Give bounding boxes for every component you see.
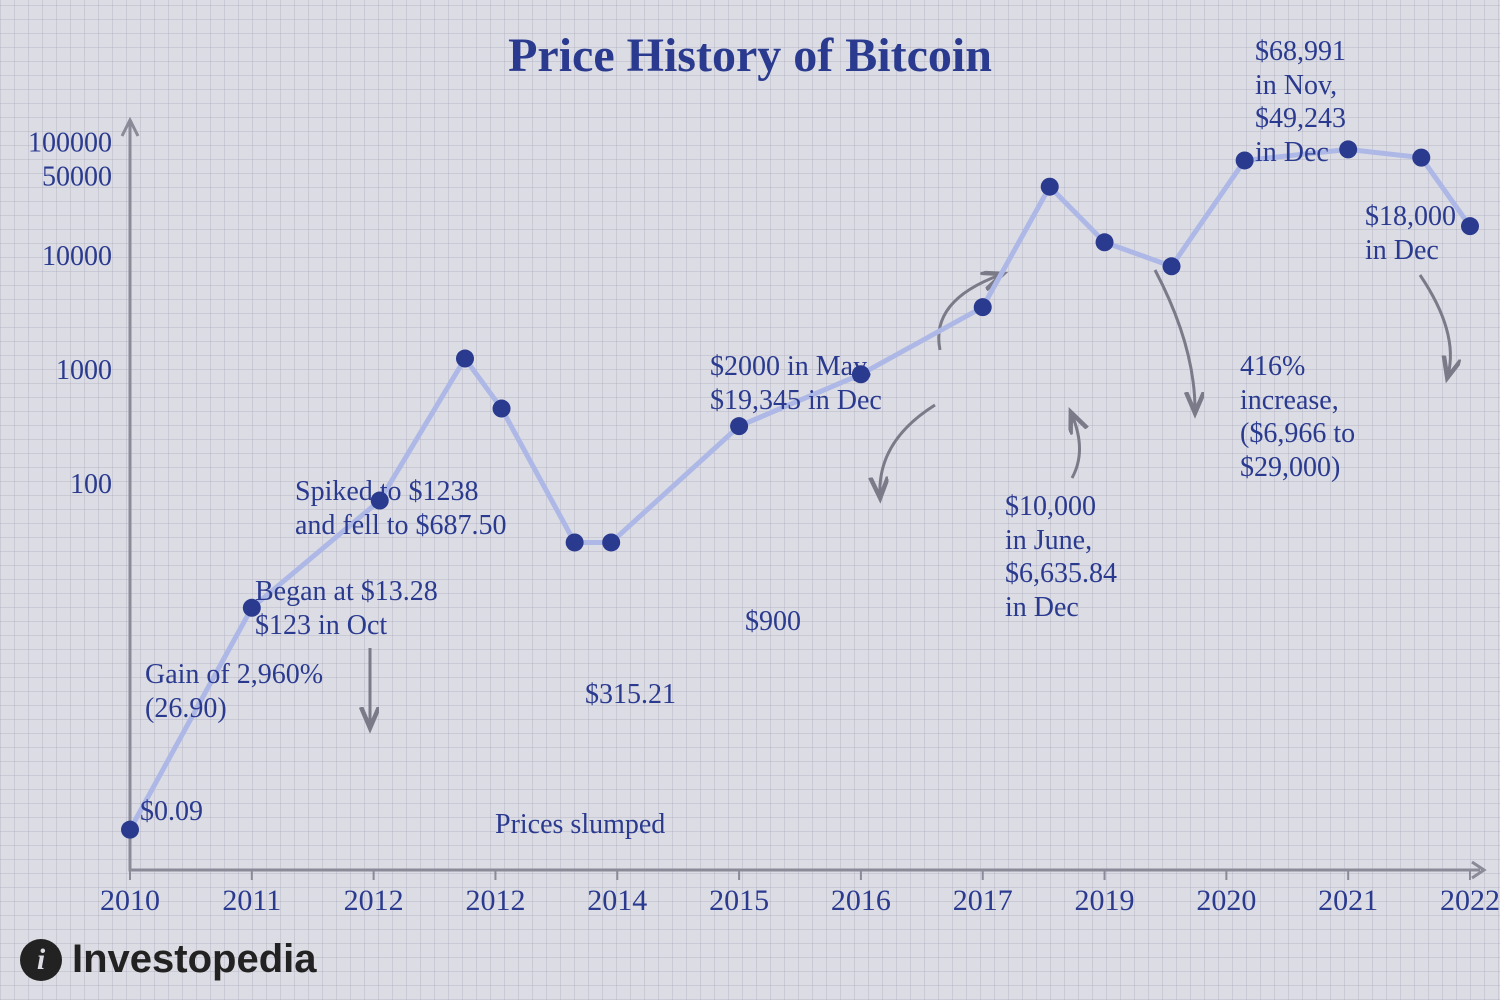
x-tick-label: 2019 [1075,884,1135,917]
investopedia-logo-icon: i [20,939,62,981]
annotation-arrow [1420,275,1450,375]
branding: i Investopedia [20,937,317,982]
chart-annotation: $2000 in May, $19,345 in Dec [710,350,882,417]
x-tick-label: 2017 [953,884,1013,917]
chart-annotation: Gain of 2,960% (26.90) [145,658,323,725]
x-tick-label: 2012 [465,884,525,917]
data-point-marker [1041,178,1059,196]
data-point-marker [730,417,748,435]
x-tick-label: 2015 [709,884,769,917]
x-tick-label: 2016 [831,884,891,917]
data-point-marker [121,821,139,839]
annotation-arrow [880,405,935,495]
branding-label: Investopedia [72,937,317,982]
x-tick-label: 2021 [1318,884,1378,917]
chart-annotation: Began at $13.28 $123 in Oct [255,575,438,642]
chart-annotation: 416% increase, ($6,966 to $29,000) [1240,350,1355,484]
annotation-arrow [1072,415,1080,478]
x-tick-label: 2022 [1440,884,1500,917]
chart-annotation: $900 [745,605,801,639]
chart-annotation: Spiked to $1238 and fell to $687.50 [295,475,507,542]
data-point-marker [456,350,474,368]
data-point-marker [974,298,992,316]
y-tick-label: 1000 [56,355,112,386]
data-point-marker [566,533,584,551]
chart-annotation: $68,991 in Nov, $49,243 in Dec [1255,35,1346,169]
chart-annotation: $0.09 [140,795,203,829]
chart-annotation: $18,000 in Dec [1365,200,1456,267]
x-tick-label: 2010 [100,884,160,917]
y-tick-label: 50000 [42,162,112,193]
chart-annotation: Prices slumped [495,808,665,842]
chart-annotation: $315.21 [585,678,676,712]
y-tick-label: 100 [70,469,112,500]
data-point-marker [1163,257,1181,275]
data-point-marker [1461,217,1479,235]
x-tick-label: 2014 [587,884,647,917]
data-point-marker [1412,149,1430,167]
annotation-arrow [1155,270,1195,410]
data-point-marker [602,533,620,551]
x-tick-label: 2011 [222,884,281,917]
x-tick-label: 2012 [344,884,404,917]
data-point-marker [1236,151,1254,169]
data-point-marker [1096,233,1114,251]
x-tick-label: 2020 [1196,884,1256,917]
chart-annotation: $10,000 in June, $6,635.84 in Dec [1005,490,1117,624]
y-tick-label: 100000 [28,127,112,158]
data-point-marker [493,400,511,418]
y-tick-label: 10000 [42,241,112,272]
